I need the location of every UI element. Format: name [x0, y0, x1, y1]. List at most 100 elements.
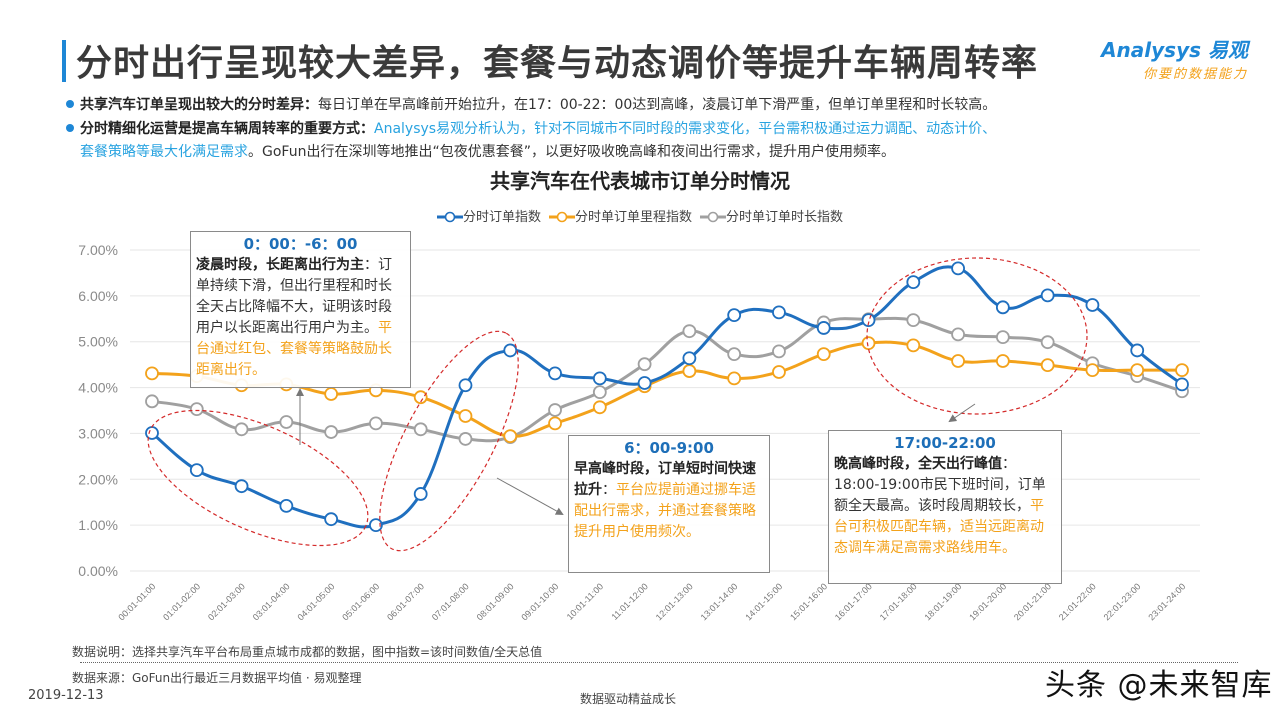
- footer-slogan: 数据驱动精益成长: [580, 692, 677, 706]
- data-point: [682, 351, 697, 366]
- legend-label: 分时单订单时长指数: [726, 210, 844, 225]
- y-tick-label: 0.00%: [78, 563, 118, 579]
- data-point: [548, 403, 562, 417]
- data-point: [1175, 377, 1189, 392]
- data-point: [189, 463, 204, 478]
- annotation-night-advice: 平台通过红包、套餐等策略鼓励长距离出行。: [196, 320, 392, 378]
- legend-marker-icon: [436, 211, 463, 223]
- data-point: [145, 366, 159, 381]
- annotation-morning-advice: 平台应提前通过挪车适配出行需求，并通过套餐策略提升用户使用频次。: [574, 482, 756, 540]
- report-date: 2019-12-13: [28, 688, 104, 703]
- x-tick-label: 04:01-05:00: [295, 581, 336, 622]
- x-tick-label: 18:01-19:00: [922, 581, 963, 622]
- footer-divider: [80, 662, 1238, 663]
- data-point: [145, 394, 159, 409]
- data-point: [772, 365, 786, 379]
- y-tick-label: 3.00%: [78, 425, 118, 441]
- y-tick-label: 1.00%: [78, 517, 118, 533]
- annotation-evening-advice: 平台可积极匹配车辆，适当远距离动态调车满足高需求路线用车。: [834, 498, 1044, 556]
- bullet-dot-icon: [66, 124, 74, 132]
- x-tick-label: 08:01-09:00: [475, 581, 516, 622]
- data-point: [1040, 288, 1055, 303]
- data-point: [995, 330, 1010, 345]
- data-point: [682, 364, 697, 378]
- data-point: [234, 422, 249, 437]
- data-point: [637, 357, 652, 372]
- x-tick-label: 22:01-23:00: [1102, 581, 1143, 622]
- data-point: [861, 313, 876, 328]
- x-tick-label: 20:01-21:00: [1012, 581, 1053, 622]
- x-tick-label: 19:01-20:00: [967, 581, 1008, 622]
- data-point: [772, 305, 786, 320]
- bullet-dot-icon: [66, 100, 74, 108]
- annotation-night: 0：00：-6：00 凌晨时段，长距离出行为主：订单持续下滑，但出行里程和时长全…: [190, 231, 411, 388]
- x-tick-label: 16:01-17:00: [833, 581, 874, 622]
- annotation-morning-text: ：: [602, 482, 616, 498]
- chart-legend: 分时订单指数 分时单订单里程指数 分时单订单时长指数: [0, 206, 1280, 225]
- data-point: [1130, 363, 1145, 378]
- logo-text: Analysys 易观: [1101, 38, 1248, 62]
- data-point: [727, 371, 742, 386]
- bullet-2: 分时精细化运营是提高车辆周转率的重要方式：Analysys易观分析认为，针对不同…: [66, 118, 996, 141]
- data-point: [324, 512, 339, 527]
- data-point: [413, 487, 428, 501]
- watermark: 头条 @未来智库: [1045, 668, 1273, 703]
- analysys-logo: Analysys 易观 你要的数据能力: [1098, 34, 1248, 82]
- data-point: [1130, 343, 1145, 358]
- bullet-1-text: 每日订单在早高峰前开始拉升，在17：00-22：00达到高峰，凌晨订单下滑严重，…: [318, 97, 997, 113]
- data-point: [413, 422, 428, 437]
- data-point: [1040, 335, 1055, 350]
- legend-item: 分时单订单里程指数: [548, 206, 692, 225]
- data-point: [682, 324, 697, 339]
- data-point: [369, 518, 383, 533]
- data-point: [816, 347, 831, 361]
- data-source: 数据来源：GoFun出行最近三月数据平均值 · 易观整理: [72, 671, 362, 685]
- data-point: [906, 338, 921, 353]
- bullet-2-text: 。GoFun出行在深圳等地推出“包夜优惠套餐”，以更好吸收晚高峰和夜间出行需求，…: [248, 144, 895, 160]
- y-tick-label: 6.00%: [78, 288, 118, 304]
- x-tick-label: 09:01-10:00: [519, 581, 560, 622]
- data-point: [906, 313, 921, 328]
- data-point: [592, 400, 607, 415]
- legend-item: 分时单订单时长指数: [700, 206, 843, 225]
- x-tick-label: 17:01-18:00: [878, 581, 919, 622]
- title-accent-bar: [62, 40, 66, 82]
- data-point: [951, 261, 965, 276]
- data-point: [727, 347, 742, 361]
- chart-title: 共享汽车在代表城市订单分时情况: [490, 169, 790, 193]
- data-point: [1085, 298, 1100, 312]
- data-point: [189, 402, 204, 417]
- data-point: [861, 336, 876, 350]
- data-point: [592, 385, 607, 400]
- x-tick-label: 05:01-06:00: [340, 581, 381, 622]
- x-tick-label: 06:01-07:00: [385, 581, 426, 622]
- x-tick-label: 03:01-04:00: [251, 581, 292, 622]
- data-point: [503, 343, 518, 358]
- bullet-2-highlight: Analysys易观分析认为，针对不同城市不同时段的需求变化，平台需积极通过运力…: [374, 121, 997, 137]
- y-tick-label: 5.00%: [78, 334, 118, 350]
- y-tick-label: 4.00%: [78, 380, 118, 396]
- data-point: [145, 426, 159, 440]
- data-point: [548, 416, 562, 431]
- data-point: [951, 327, 965, 342]
- data-point: [413, 390, 428, 405]
- annotation-morning: 6：00-9:00 早高峰时段，订单短时间快速拉升：平台应提前通过挪车适配出行需…: [568, 435, 770, 573]
- legend-label: 分时订单指数: [462, 210, 541, 225]
- page-title: 分时出行呈现较大差异，套餐与动态调价等提升车辆周转率: [76, 43, 1039, 84]
- data-point: [1040, 358, 1055, 373]
- annotation-morning-title: 早高峰时段，订单短时间快速拉升: [574, 461, 756, 498]
- data-point: [458, 409, 473, 423]
- data-point: [234, 479, 249, 494]
- x-tick-label: 15:01-16:00: [788, 581, 829, 622]
- data-point: [324, 425, 339, 439]
- x-tick-label: 23:01-24:00: [1146, 581, 1187, 622]
- data-point: [503, 429, 518, 444]
- x-tick-label: 01:01-02:00: [161, 581, 202, 622]
- data-point: [637, 376, 652, 390]
- legend-label: 分时单订单里程指数: [574, 210, 692, 225]
- data-note: 数据说明：选择共享汽车平台布局重点城市成都的数据，图中指数=该时间数值/全天总值: [72, 645, 543, 659]
- x-tick-label: 14:01-15:00: [743, 581, 784, 622]
- annotation-evening: 17:00-22:00 晚高峰时段，全天出行峰值：18:00-19:00市民下班…: [828, 430, 1062, 584]
- y-tick-label: 2.00%: [78, 471, 118, 487]
- data-point: [458, 378, 473, 393]
